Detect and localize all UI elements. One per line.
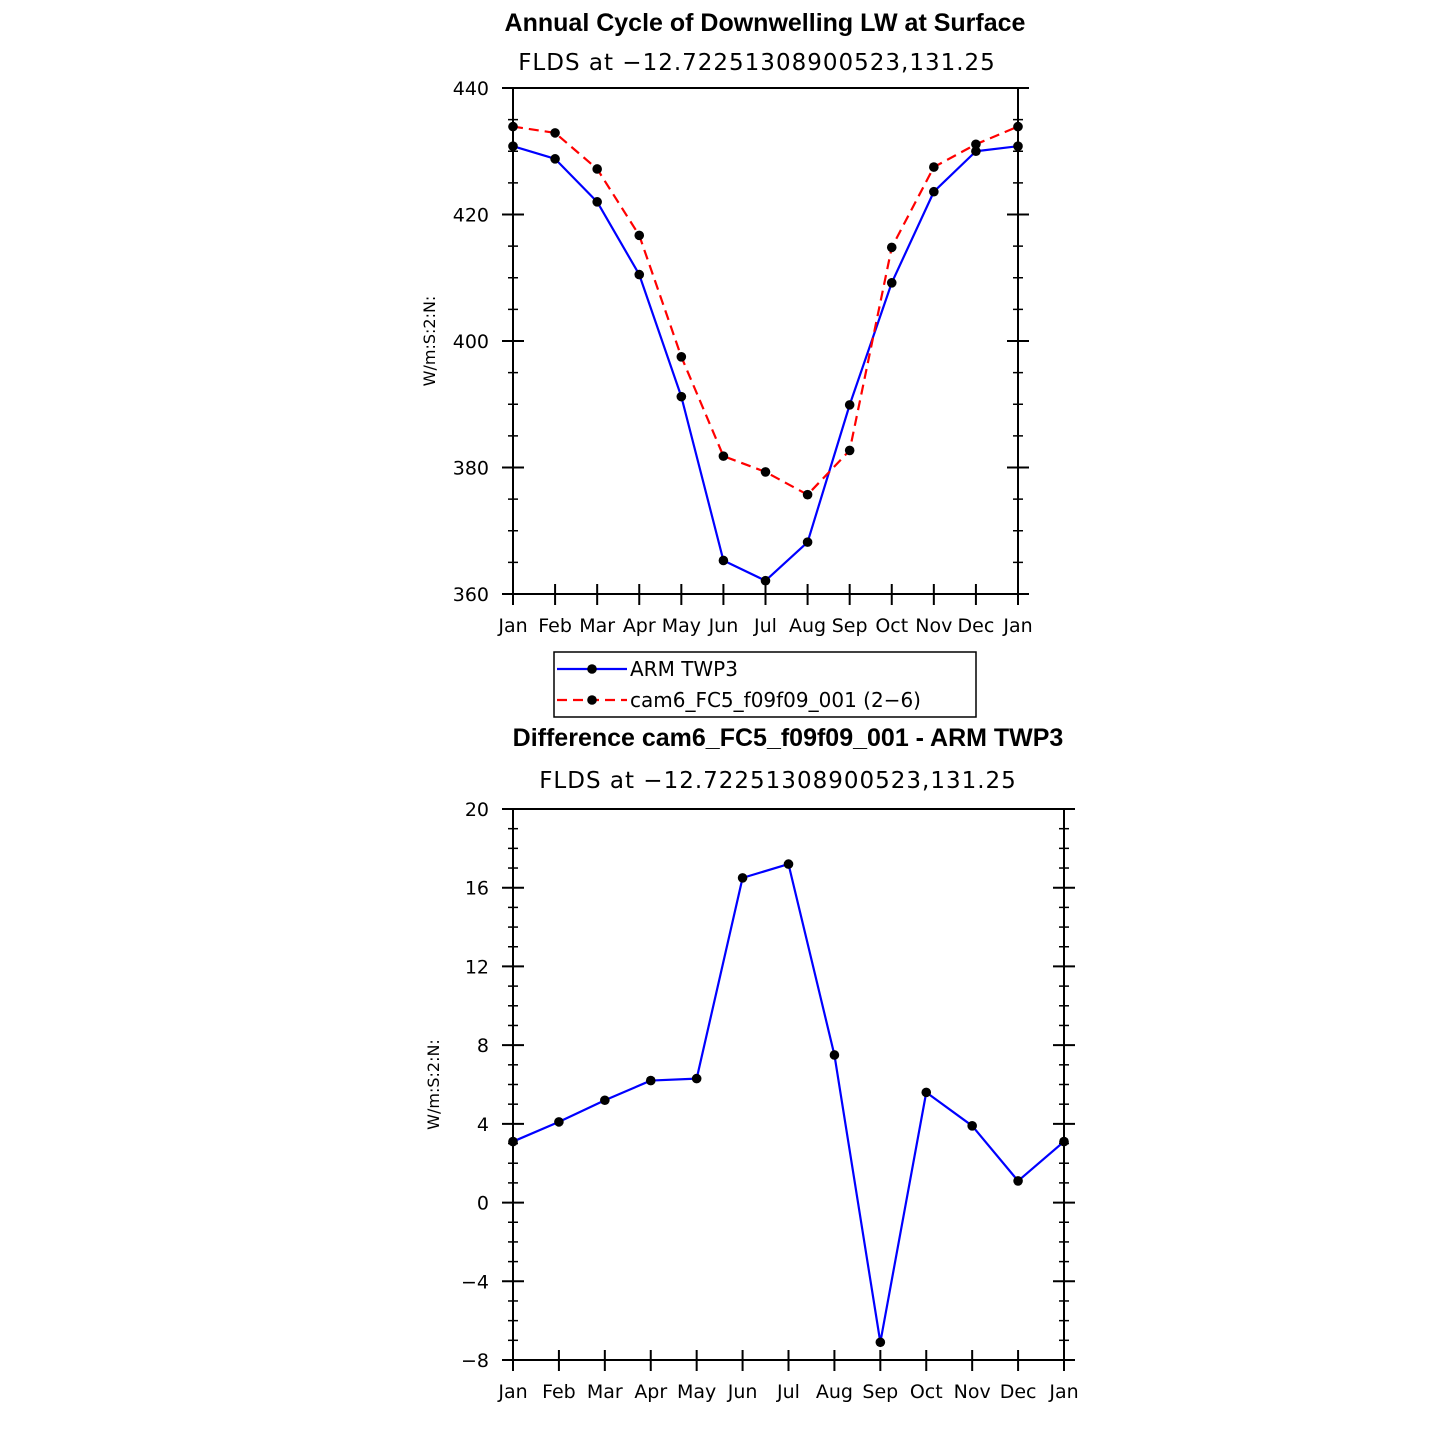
legend-marker: [587, 695, 597, 705]
data-point: [1013, 1176, 1023, 1186]
x-tick-label: Sep: [862, 1381, 898, 1403]
data-point: [929, 186, 939, 197]
data-point: [691, 1073, 702, 1084]
data-point: [600, 1095, 610, 1106]
x-tick-label: Sep: [832, 615, 868, 637]
data-point: [886, 278, 897, 288]
data-point: [967, 1121, 977, 1131]
x-tick-label: Jul: [753, 615, 777, 637]
y-tick-label: 360: [453, 584, 489, 606]
difference-panel: Difference cam6_FC5_f09f09_001 - ARM TWP…: [424, 724, 1079, 1403]
data-point: [1013, 141, 1023, 151]
data-point: [1013, 121, 1023, 132]
y-tick-label: 20: [465, 799, 489, 821]
data-point: [592, 197, 602, 207]
y-tick-label: 8: [477, 1035, 489, 1057]
data-point: [550, 154, 560, 164]
data-point: [718, 451, 729, 461]
y-axis-label: W/m:S:2:N:: [420, 296, 439, 387]
y-tick-label: 440: [453, 78, 489, 100]
y-tick-label: 16: [465, 878, 489, 900]
data-point: [802, 537, 813, 547]
y-tick-label: −4: [461, 1271, 489, 1293]
x-tick-label: Jan: [1002, 615, 1032, 637]
data-point: [886, 242, 897, 253]
x-tick-label: Mar: [579, 615, 615, 637]
x-tick-label: Oct: [875, 615, 908, 637]
x-tick-label: Feb: [542, 1381, 576, 1403]
data-point: [971, 146, 981, 157]
chart-title: Annual Cycle of Downwelling LW at Surfac…: [505, 9, 1026, 37]
series-line-0: [512, 862, 1065, 1344]
x-tick-label: Jan: [1048, 1381, 1078, 1403]
x-tick-label: Oct: [910, 1381, 943, 1403]
x-tick-label: Aug: [816, 1381, 853, 1403]
data-point: [929, 162, 939, 172]
data-point: [844, 400, 855, 410]
legend: ARM TWP3 cam6_FC5_f09f09_001 (2−6): [553, 651, 977, 718]
x-tick-label: Dec: [958, 615, 995, 637]
data-point: [508, 1136, 518, 1147]
data-point: [508, 121, 518, 132]
x-tick-label: Nov: [915, 615, 952, 637]
x-tick-label: Mar: [587, 1381, 623, 1403]
x-tick-label: Jun: [727, 1381, 758, 1403]
legend-label: cam6_FC5_f09f09_001 (2−6): [630, 688, 921, 712]
y-tick-label: 400: [453, 331, 489, 353]
x-tick-label: Feb: [538, 615, 572, 637]
chart-subtitle: FLDS at −12.72251308900523,131.25: [518, 50, 996, 76]
data-point: [508, 141, 518, 151]
data-point: [802, 489, 813, 500]
legend-box: [553, 651, 977, 718]
data-point: [1059, 1136, 1069, 1147]
data-point: [718, 555, 729, 566]
legend-label: ARM TWP3: [630, 657, 738, 681]
y-tick-label: 4: [477, 1114, 489, 1136]
data-point: [737, 873, 748, 883]
x-tick-label: Nov: [954, 1381, 991, 1403]
data-point: [550, 128, 560, 138]
x-tick-label: Jun: [708, 615, 739, 637]
data-point: [921, 1087, 932, 1098]
x-tick-label: Jan: [497, 1381, 527, 1403]
data-point: [676, 352, 687, 362]
y-axis-label: W/m:S:2:N:: [424, 1039, 443, 1130]
x-tick-label: Dec: [1000, 1381, 1037, 1403]
x-tick-label: Apr: [623, 615, 656, 637]
x-tick-label: Jan: [497, 615, 527, 637]
y-tick-label: 420: [453, 205, 489, 227]
data-point: [829, 1050, 840, 1060]
x-tick-label: Jul: [776, 1381, 800, 1403]
data-point: [844, 445, 855, 456]
data-point: [971, 139, 981, 150]
chart-title: Difference cam6_FC5_f09f09_001 - ARM TWP…: [513, 724, 1064, 752]
data-point: [783, 859, 794, 869]
x-tick-label: Aug: [789, 615, 826, 637]
series-line-0: [512, 145, 1019, 582]
plot-frame: [512, 87, 1019, 595]
data-point: [676, 391, 687, 402]
data-point: [592, 164, 602, 174]
legend-marker: [587, 664, 597, 674]
data-point: [634, 269, 645, 280]
y-tick-label: 12: [465, 956, 489, 978]
plot-frame: [512, 808, 1065, 1361]
x-tick-label: Apr: [634, 1381, 667, 1403]
data-point: [645, 1075, 656, 1086]
data-point: [760, 575, 771, 586]
annual-cycle-panel: Annual Cycle of Downwelling LW at Surfac…: [420, 9, 1033, 637]
data-point: [634, 230, 645, 241]
data-point: [554, 1117, 564, 1127]
data-point: [760, 467, 771, 477]
y-tick-label: 380: [453, 458, 489, 480]
x-tick-label: May: [677, 1381, 716, 1403]
data-point: [875, 1337, 886, 1348]
y-tick-label: 0: [477, 1193, 489, 1215]
series-line-1: [512, 125, 1019, 496]
x-tick-label: May: [662, 615, 701, 637]
chart-subtitle: FLDS at −12.72251308900523,131.25: [539, 768, 1017, 794]
y-tick-label: −8: [461, 1350, 489, 1372]
